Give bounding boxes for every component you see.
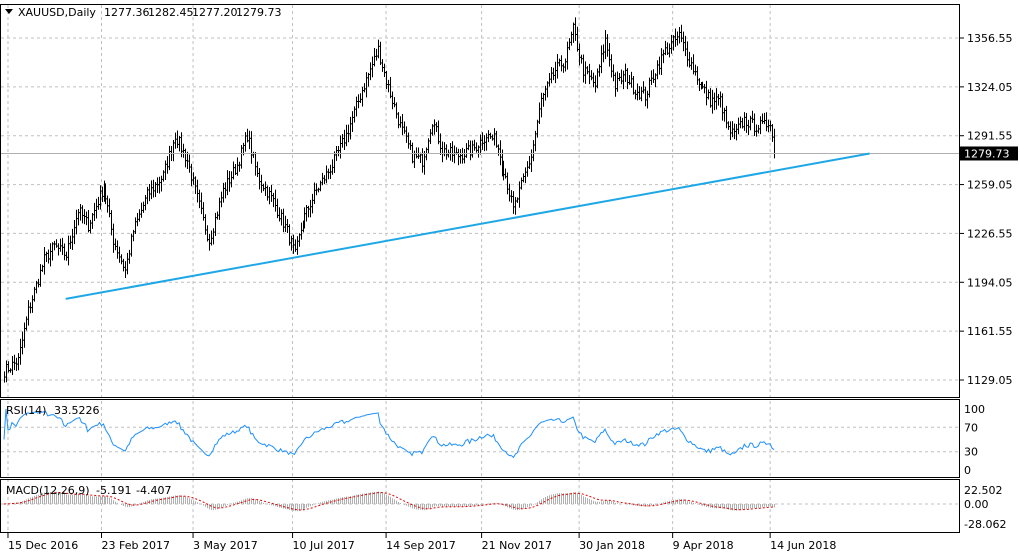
time-tick-label: 23 Feb 2017 — [102, 539, 170, 552]
macd-header: MACD(12,26,9) -5.191 -4.407 — [6, 484, 171, 497]
price-tick-label: 1161.55 — [967, 325, 1013, 338]
macd-signal-line — [3, 492, 775, 511]
macd-panel-frame — [0, 479, 960, 533]
macd-label: MACD(12,26,9) — [6, 484, 90, 497]
current-price-tag-text: 1279.73 — [964, 147, 1010, 160]
macd-tick-label: 22.502 — [964, 484, 1003, 497]
chart-header: XAUUSD,Daily 1277.36 1282.45 1277.20 127… — [5, 6, 282, 19]
rsi-tick-label: 100 — [964, 403, 985, 416]
grid-lines — [1, 5, 959, 532]
macd-tick-label: -28.062 — [964, 518, 1006, 531]
price-tick-label: 1324.05 — [967, 81, 1013, 94]
time-tick-label: 14 Sep 2017 — [386, 539, 456, 552]
time-tick-label: 21 Nov 2017 — [482, 539, 552, 552]
macd-signal-value: -4.407 — [136, 484, 171, 497]
trendline[interactable] — [65, 152, 870, 300]
time-tick-label: 3 May 2017 — [193, 539, 258, 552]
rsi-tick-label: 0 — [964, 464, 971, 477]
rsi-tick-label: 70 — [964, 421, 978, 434]
price-tick-label: 1291.55 — [967, 130, 1013, 143]
rsi-label: RSI(14) — [6, 404, 46, 417]
ohlc-high: 1282.45 — [148, 6, 194, 19]
current-price-tag-bg — [960, 146, 1018, 161]
macd-value: -5.191 — [96, 484, 131, 497]
rsi-panel-frame — [0, 399, 960, 478]
rsi-panel — [3, 408, 775, 459]
price-tick-label: 1129.05 — [967, 374, 1013, 387]
symbol-label: XAUUSD,Daily — [18, 6, 96, 19]
rsi-header: RSI(14) 33.5226 — [6, 404, 100, 417]
main-panel-frame — [0, 4, 960, 398]
price-tick-label: 1259.05 — [967, 179, 1013, 192]
ohlc-close: 1279.73 — [236, 6, 282, 19]
current-price-tag: 1279.73 — [960, 146, 1018, 161]
rsi-axis: 100 70 30 0 — [964, 403, 985, 477]
macd-panel — [3, 491, 775, 512]
rsi-tick-label: 30 — [964, 446, 978, 459]
time-tick-label: 10 Jul 2017 — [293, 539, 355, 552]
time-tick-label: 14 Jun 2018 — [770, 539, 836, 552]
dropdown-triangle-icon[interactable] — [5, 9, 13, 14]
price-axis: 1356.55 1324.05 1291.55 1259.05 1226.55 1194.… — [960, 32, 1013, 387]
time-tick-label: 30 Jan 2018 — [579, 539, 645, 552]
price-tick-label: 1194.05 — [967, 276, 1013, 289]
ohlc-low: 1277.20 — [192, 6, 238, 19]
rsi-value: 33.5226 — [54, 404, 100, 417]
time-tick-label: 15 Dec 2016 — [8, 539, 78, 552]
rsi-line — [3, 408, 775, 459]
time-axis: 15 Dec 2016 23 Feb 2017 3 May 2017 10 Jul 2… — [7, 533, 836, 552]
time-tick-label: 9 Apr 2018 — [673, 539, 734, 552]
price-tick-label: 1356.55 — [967, 32, 1013, 45]
price-tick-label: 1226.55 — [967, 227, 1013, 240]
ohlc-open: 1277.36 — [104, 6, 150, 19]
macd-tick-label: 0.00 — [964, 498, 989, 511]
price-bars — [4, 17, 776, 383]
